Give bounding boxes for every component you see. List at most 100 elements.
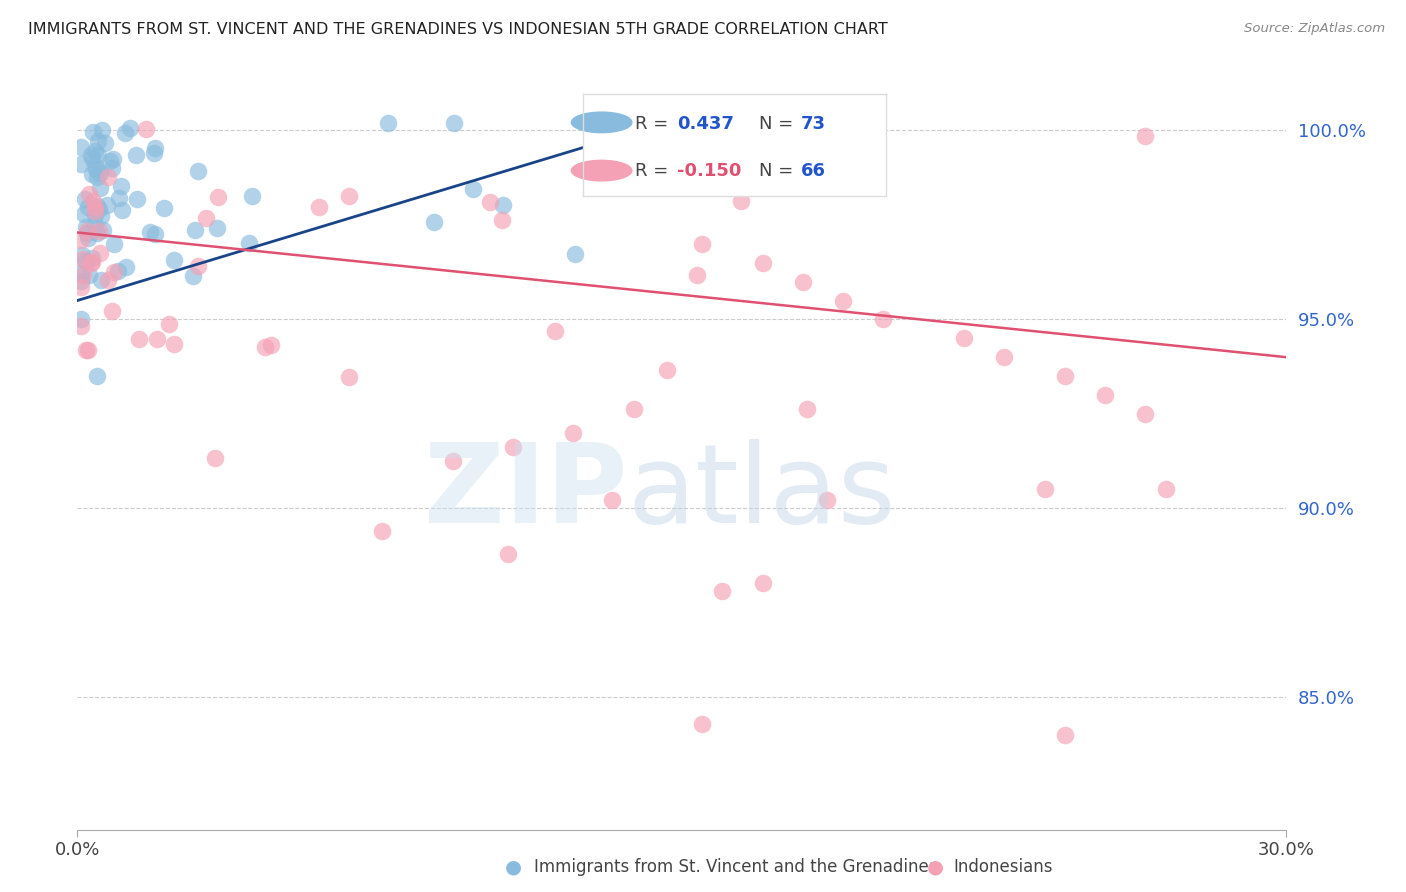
Point: [82, 151, 104, 165]
Point: [91, 223, 114, 237]
Text: ZIP: ZIP: [425, 439, 627, 546]
Point: [86, 170, 108, 185]
Point: [77, 343, 100, 357]
Point: [82, 252, 104, 266]
Point: [953, 331, 976, 345]
Point: [623, 401, 645, 416]
Point: [90, 273, 112, 287]
Text: R =: R =: [636, 161, 673, 179]
Text: N =: N =: [759, 161, 799, 179]
Point: [377, 116, 399, 130]
Point: [80, 256, 103, 270]
Point: [711, 584, 734, 599]
Point: [82, 255, 104, 269]
Text: -0.150: -0.150: [678, 161, 741, 179]
Point: [76, 226, 98, 240]
Point: [87, 134, 110, 148]
Point: [128, 332, 150, 346]
Point: [1135, 129, 1157, 144]
Text: IMMIGRANTS FROM ST. VINCENT AND THE GRENADINES VS INDONESIAN 5TH GRADE CORRELATI: IMMIGRANTS FROM ST. VINCENT AND THE GREN…: [28, 22, 887, 37]
Text: 66: 66: [801, 161, 827, 179]
Point: [84, 161, 107, 176]
Text: atlas: atlas: [627, 439, 896, 546]
Point: [1154, 483, 1177, 497]
Point: [83, 200, 105, 214]
Point: [79, 268, 101, 282]
Point: [184, 223, 207, 237]
Point: [142, 145, 165, 160]
Point: [371, 524, 394, 538]
Point: [73, 192, 96, 206]
Point: [75, 220, 97, 235]
Point: [260, 338, 283, 352]
Point: [86, 148, 108, 162]
Point: [107, 263, 129, 277]
Point: [86, 369, 108, 384]
Point: [423, 215, 446, 229]
Point: [103, 265, 125, 279]
Point: [657, 362, 679, 376]
Point: [254, 340, 277, 354]
Point: [89, 245, 111, 260]
Point: [205, 221, 228, 235]
Point: [478, 194, 501, 209]
Point: [72, 268, 94, 282]
Point: [337, 369, 360, 384]
Point: [751, 576, 773, 591]
Point: [101, 152, 124, 166]
Point: [441, 454, 464, 468]
Point: [143, 141, 166, 155]
Point: [110, 179, 132, 194]
Point: [89, 180, 111, 194]
Point: [87, 224, 110, 238]
Point: [443, 116, 465, 130]
Text: 0.437: 0.437: [678, 115, 734, 134]
Point: [83, 218, 105, 232]
Point: [751, 256, 773, 270]
Point: [491, 213, 513, 227]
Point: [70, 157, 93, 171]
Point: [187, 164, 209, 178]
Point: [832, 293, 855, 308]
Text: Immigrants from St. Vincent and the Grenadines: Immigrants from St. Vincent and the Gren…: [534, 858, 938, 876]
Point: [80, 148, 103, 162]
Point: [240, 188, 263, 202]
Point: [101, 161, 124, 175]
Point: [163, 252, 186, 267]
Point: [600, 493, 623, 508]
Point: [152, 201, 174, 215]
Point: [90, 209, 112, 223]
Point: [77, 200, 100, 214]
Point: [502, 440, 524, 454]
Point: [1135, 407, 1157, 421]
Point: [690, 236, 713, 251]
Point: [207, 190, 229, 204]
Point: [80, 168, 103, 182]
Point: [115, 260, 138, 274]
Point: [143, 227, 166, 241]
Point: [461, 182, 484, 196]
Point: [89, 166, 111, 180]
Point: [195, 211, 218, 225]
Point: [686, 268, 709, 282]
Point: [82, 194, 104, 209]
Text: Indonesians: Indonesians: [953, 858, 1053, 876]
Point: [97, 273, 120, 287]
Point: [308, 200, 330, 214]
Text: N =: N =: [759, 115, 799, 134]
Point: [238, 235, 260, 250]
Point: [591, 139, 613, 153]
Point: [127, 192, 149, 206]
Point: [146, 332, 169, 346]
Point: [139, 225, 162, 239]
Point: [690, 716, 713, 731]
Point: [77, 187, 100, 202]
Point: [70, 140, 93, 154]
Point: [125, 147, 148, 161]
Point: [82, 125, 104, 139]
Point: [657, 167, 679, 181]
Point: [93, 136, 115, 150]
Text: ●: ●: [927, 857, 943, 877]
Point: [70, 248, 93, 262]
Point: [72, 252, 94, 266]
